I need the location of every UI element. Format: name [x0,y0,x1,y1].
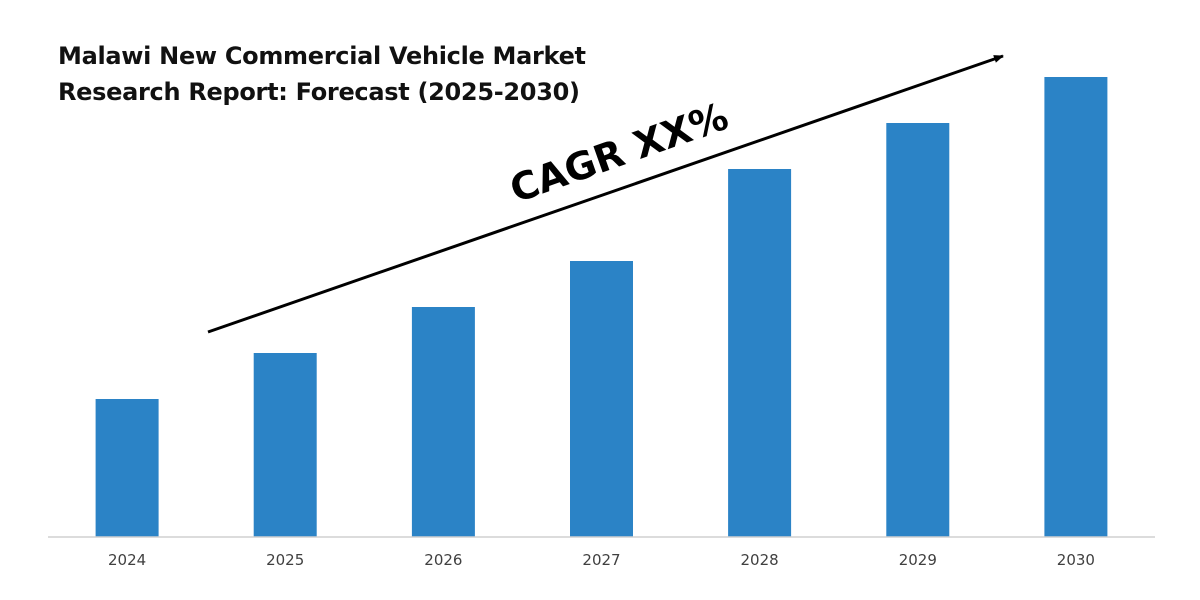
x-tick-label-2024: 2024 [108,551,146,569]
bar-2026 [411,307,475,537]
x-tick-label-2025: 2025 [266,551,304,569]
x-tick-label-2028: 2028 [741,551,779,569]
bar-2027 [570,261,633,537]
x-tick-label-2026: 2026 [424,551,462,569]
bar-2028 [728,169,792,537]
bar-2030 [1044,77,1108,537]
cagr-annotation: CAGR XX% [504,94,733,211]
growth-trend-arrow [207,54,1004,334]
x-tick-label-2029: 2029 [899,551,937,569]
chart-title-line-1: Malawi New Commercial Vehicle Market [58,42,586,70]
bar-2025 [253,353,317,537]
bar-2029 [886,123,950,537]
bar-series [95,77,1108,537]
x-axis-tick-labels: 2024 2025 2026 2027 2028 2029 2030 [108,551,1095,569]
x-tick-label-2027: 2027 [582,551,620,569]
x-tick-label-2030: 2030 [1057,551,1095,569]
bar-2024 [95,399,159,537]
chart-title-line-2: Research Report: Forecast (2025-2030) [58,78,580,106]
chart-title: Malawi New Commercial Vehicle Market Res… [58,38,658,110]
